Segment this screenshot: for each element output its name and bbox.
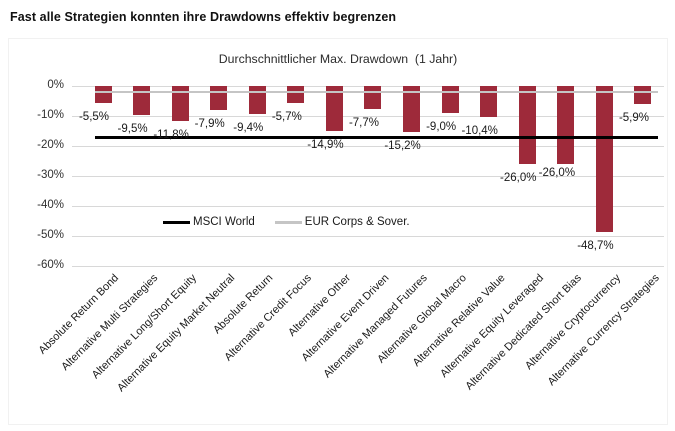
bar-value-label: -26,0% [538,167,576,179]
y-axis-tick-label: -50% [37,229,64,241]
y-axis-tick-label: -60% [37,259,64,271]
bar-value-label: -48,7% [577,240,614,253]
y-axis-tick-label: -40% [37,199,64,211]
bar [634,86,652,104]
y-axis-tick-label: 0% [47,79,64,91]
bar-value-label: -10,4% [461,125,498,138]
bar [287,86,305,104]
bar-value-label: -5,7% [271,111,302,124]
legend-label-msci-world: MSCI World [193,216,255,228]
bar [403,86,421,132]
bar-value-label: -5,9% [618,111,649,124]
gridline [72,266,664,267]
bar [94,86,112,103]
bar [364,86,382,110]
chart-title: Durchschnittlicher Max. Drawdown (1 Jahr… [218,52,458,66]
bar [518,86,536,164]
legend-item-eur-corps: EUR Corps & Sover. [274,216,410,228]
msci-world-line-swatch [163,220,190,224]
bar-value-label: -9,4% [233,122,264,135]
bar [325,86,343,131]
y-axis-tick-label: -10% [37,109,64,121]
bar [480,86,498,118]
bar-value-label: -7,9% [194,117,225,130]
page-title: Fast alle Strategien konnten ihre Drawdo… [10,10,397,24]
y-axis-tick-label: -30% [37,169,64,181]
legend-item-msci-world: MSCI World [163,216,255,228]
eur-corps-line-swatch [274,220,302,224]
bar-value-label: -11,8% [153,129,189,142]
gridline [72,236,664,237]
gridline [72,176,664,177]
bar-value-label: -9,5% [117,122,148,135]
legend: MSCI World EUR Corps & Sover. [163,216,410,228]
gridline [72,116,664,117]
bar [595,86,613,233]
bar-value-label: -15,2% [384,139,421,152]
legend-label-eur-corps: EUR Corps & Sover. [304,216,410,228]
gridline [72,206,664,207]
bar-value-label: -14,9% [307,138,344,151]
bar-value-label: -7,7% [348,117,380,130]
gridline [72,146,664,147]
benchmark-line-eur-corps [95,90,658,94]
bar [171,86,189,122]
bar-value-label: -5,5% [78,110,110,123]
bar-value-label: -9,0% [426,121,457,133]
bar [210,86,228,110]
y-axis-tick-label: -20% [37,139,64,151]
benchmark-line-msci-world [95,136,658,140]
bar-value-label: -26,0% [500,172,537,184]
bar [557,86,575,164]
